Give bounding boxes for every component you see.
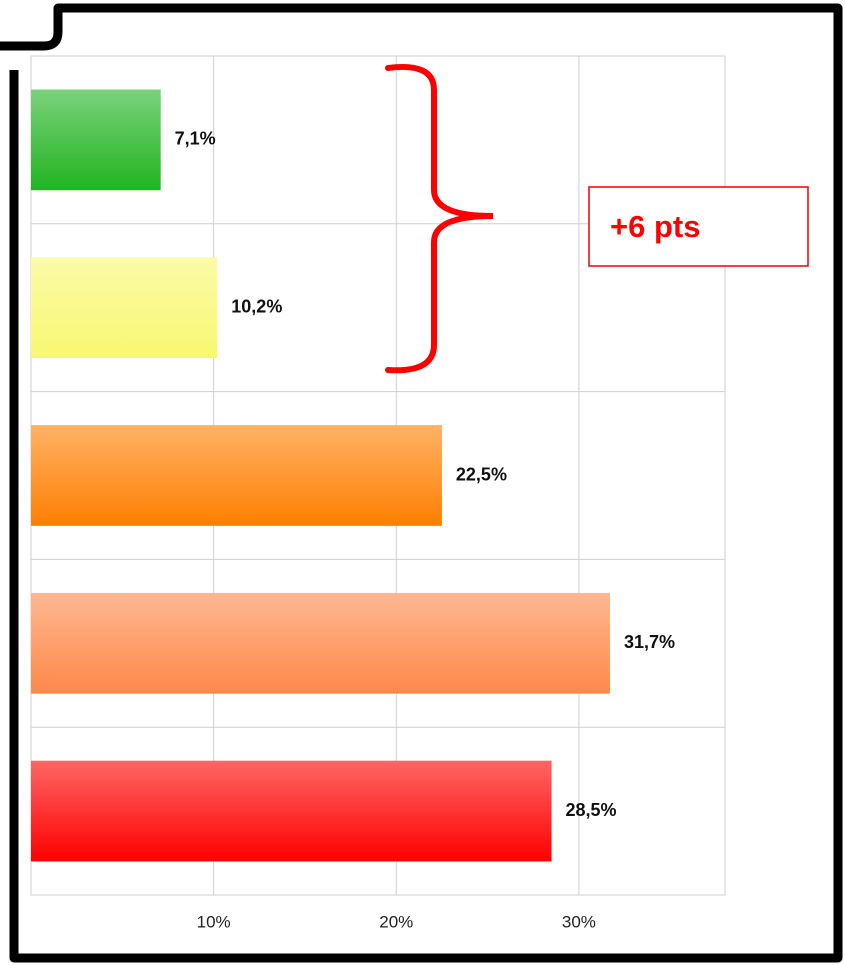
- bar-shine: [31, 592, 610, 694]
- value-label: 22,5%: [456, 464, 507, 484]
- bar-shine: [31, 257, 218, 359]
- x-tick-label: 20%: [379, 912, 413, 931]
- value-label: 28,5%: [566, 800, 617, 820]
- x-tick-label: 30%: [562, 912, 596, 931]
- frame: [0, 3, 843, 963]
- bar-shine: [31, 89, 161, 191]
- annotation-box: [588, 186, 809, 267]
- x-tick-label: 10%: [197, 912, 231, 931]
- bar-shine: [31, 760, 552, 862]
- value-label: 31,7%: [624, 632, 675, 652]
- bracket: [385, 64, 494, 374]
- annotation: +6 pts: [610, 209, 700, 244]
- bar-shine: [31, 425, 442, 526]
- value-label: 10,2%: [231, 296, 282, 316]
- value-label: 7,1%: [175, 129, 216, 149]
